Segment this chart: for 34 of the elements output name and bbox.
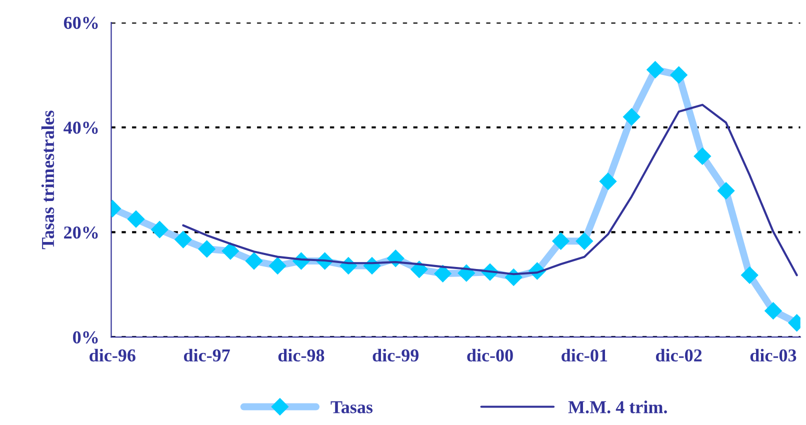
y-axis-title: Tasas trimestrales xyxy=(41,110,54,250)
point xyxy=(127,210,145,228)
point xyxy=(694,148,711,165)
point xyxy=(434,265,452,282)
point xyxy=(269,257,286,274)
point xyxy=(151,221,168,238)
x-tick-label: dic-98 xyxy=(278,348,324,362)
point xyxy=(599,172,617,190)
x-tick-label: dic-99 xyxy=(372,348,419,362)
legend-label: M.M. 4 trim. xyxy=(568,400,667,414)
x-tick-label: dic-02 xyxy=(656,348,702,362)
x-tick-label: dic-01 xyxy=(562,348,608,362)
point xyxy=(646,61,664,78)
point xyxy=(198,240,216,258)
point xyxy=(410,260,428,278)
y-tick-label: 60% xyxy=(64,16,98,30)
point xyxy=(764,302,782,320)
point xyxy=(222,242,239,260)
point xyxy=(741,266,758,284)
point xyxy=(245,252,263,270)
y-tick-label: 0% xyxy=(73,331,98,344)
x-tick-label: dic-97 xyxy=(184,348,230,362)
point xyxy=(670,66,688,84)
x-tick-label: dic-03 xyxy=(750,348,796,362)
point xyxy=(552,232,570,250)
y-tick-label: 40% xyxy=(64,122,98,134)
point xyxy=(623,108,640,126)
x-tick-label: dic-00 xyxy=(467,348,513,362)
point xyxy=(174,230,192,248)
y-tick-label: 20% xyxy=(64,226,98,239)
x-tick-label: dic-96 xyxy=(90,348,136,362)
legend-label: Tasas xyxy=(330,401,373,414)
point xyxy=(576,232,593,250)
point xyxy=(717,182,735,200)
